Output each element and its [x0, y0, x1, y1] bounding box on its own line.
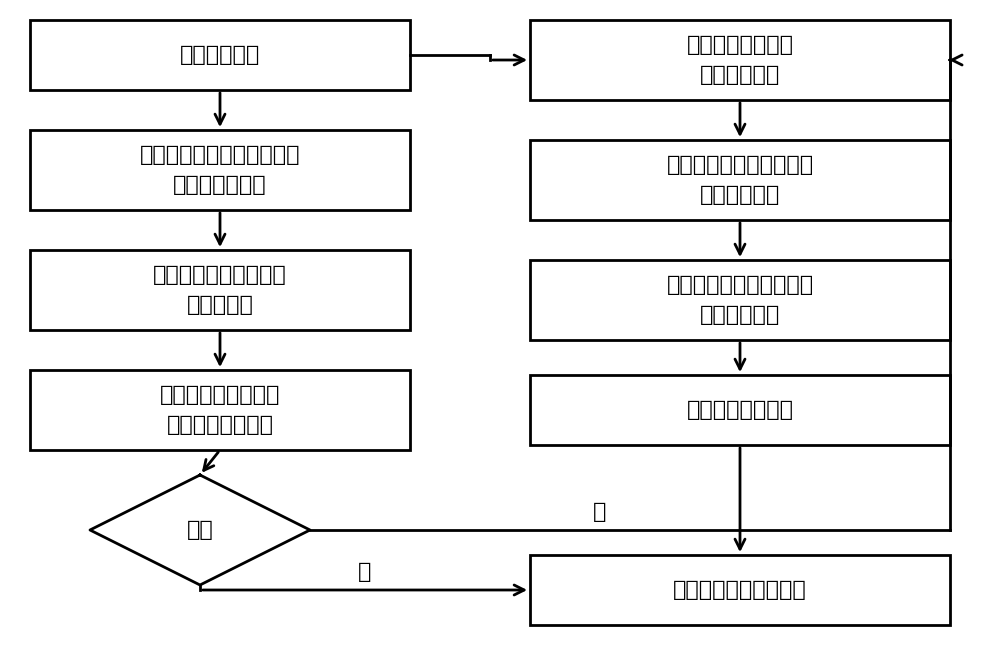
Text: 定义多工况下的通道布局
优化设计函数: 定义多工况下的通道布局 优化设计函数	[666, 275, 814, 325]
Text: 计算各关键工况的
通道布局系数: 计算各关键工况的 通道布局系数	[686, 35, 794, 85]
Text: 确定最优通道布局形式: 确定最优通道布局形式	[673, 580, 807, 600]
Bar	[530, 260, 950, 340]
Text: 确定通道数目: 确定通道数目	[180, 45, 260, 65]
Text: 确定多工况下的通道布局
协调设计空间: 确定多工况下的通道布局 协调设计空间	[666, 155, 814, 205]
Bar	[30, 250, 410, 330]
Text: 确定各关键工况下换热器和
流体的设计参数: 确定各关键工况下换热器和 流体的设计参数	[140, 145, 300, 195]
Text: 计算每一关键工况下的
最佳换热量: 计算每一关键工况下的 最佳换热量	[153, 265, 287, 315]
Text: 通道布局优化设计: 通道布局优化设计	[686, 400, 794, 420]
Text: 是: 是	[358, 562, 372, 582]
Bar	[30, 370, 410, 450]
Bar	[530, 20, 950, 100]
Text: 否: 否	[593, 502, 607, 522]
Bar	[30, 130, 410, 210]
Bar	[30, 20, 410, 90]
Text: 比较各关键工况下的
最优通道布局结构: 比较各关键工况下的 最优通道布局结构	[160, 385, 280, 435]
Bar	[530, 555, 950, 625]
Bar	[530, 375, 950, 445]
Text: 相同: 相同	[187, 520, 213, 540]
Bar	[530, 140, 950, 220]
